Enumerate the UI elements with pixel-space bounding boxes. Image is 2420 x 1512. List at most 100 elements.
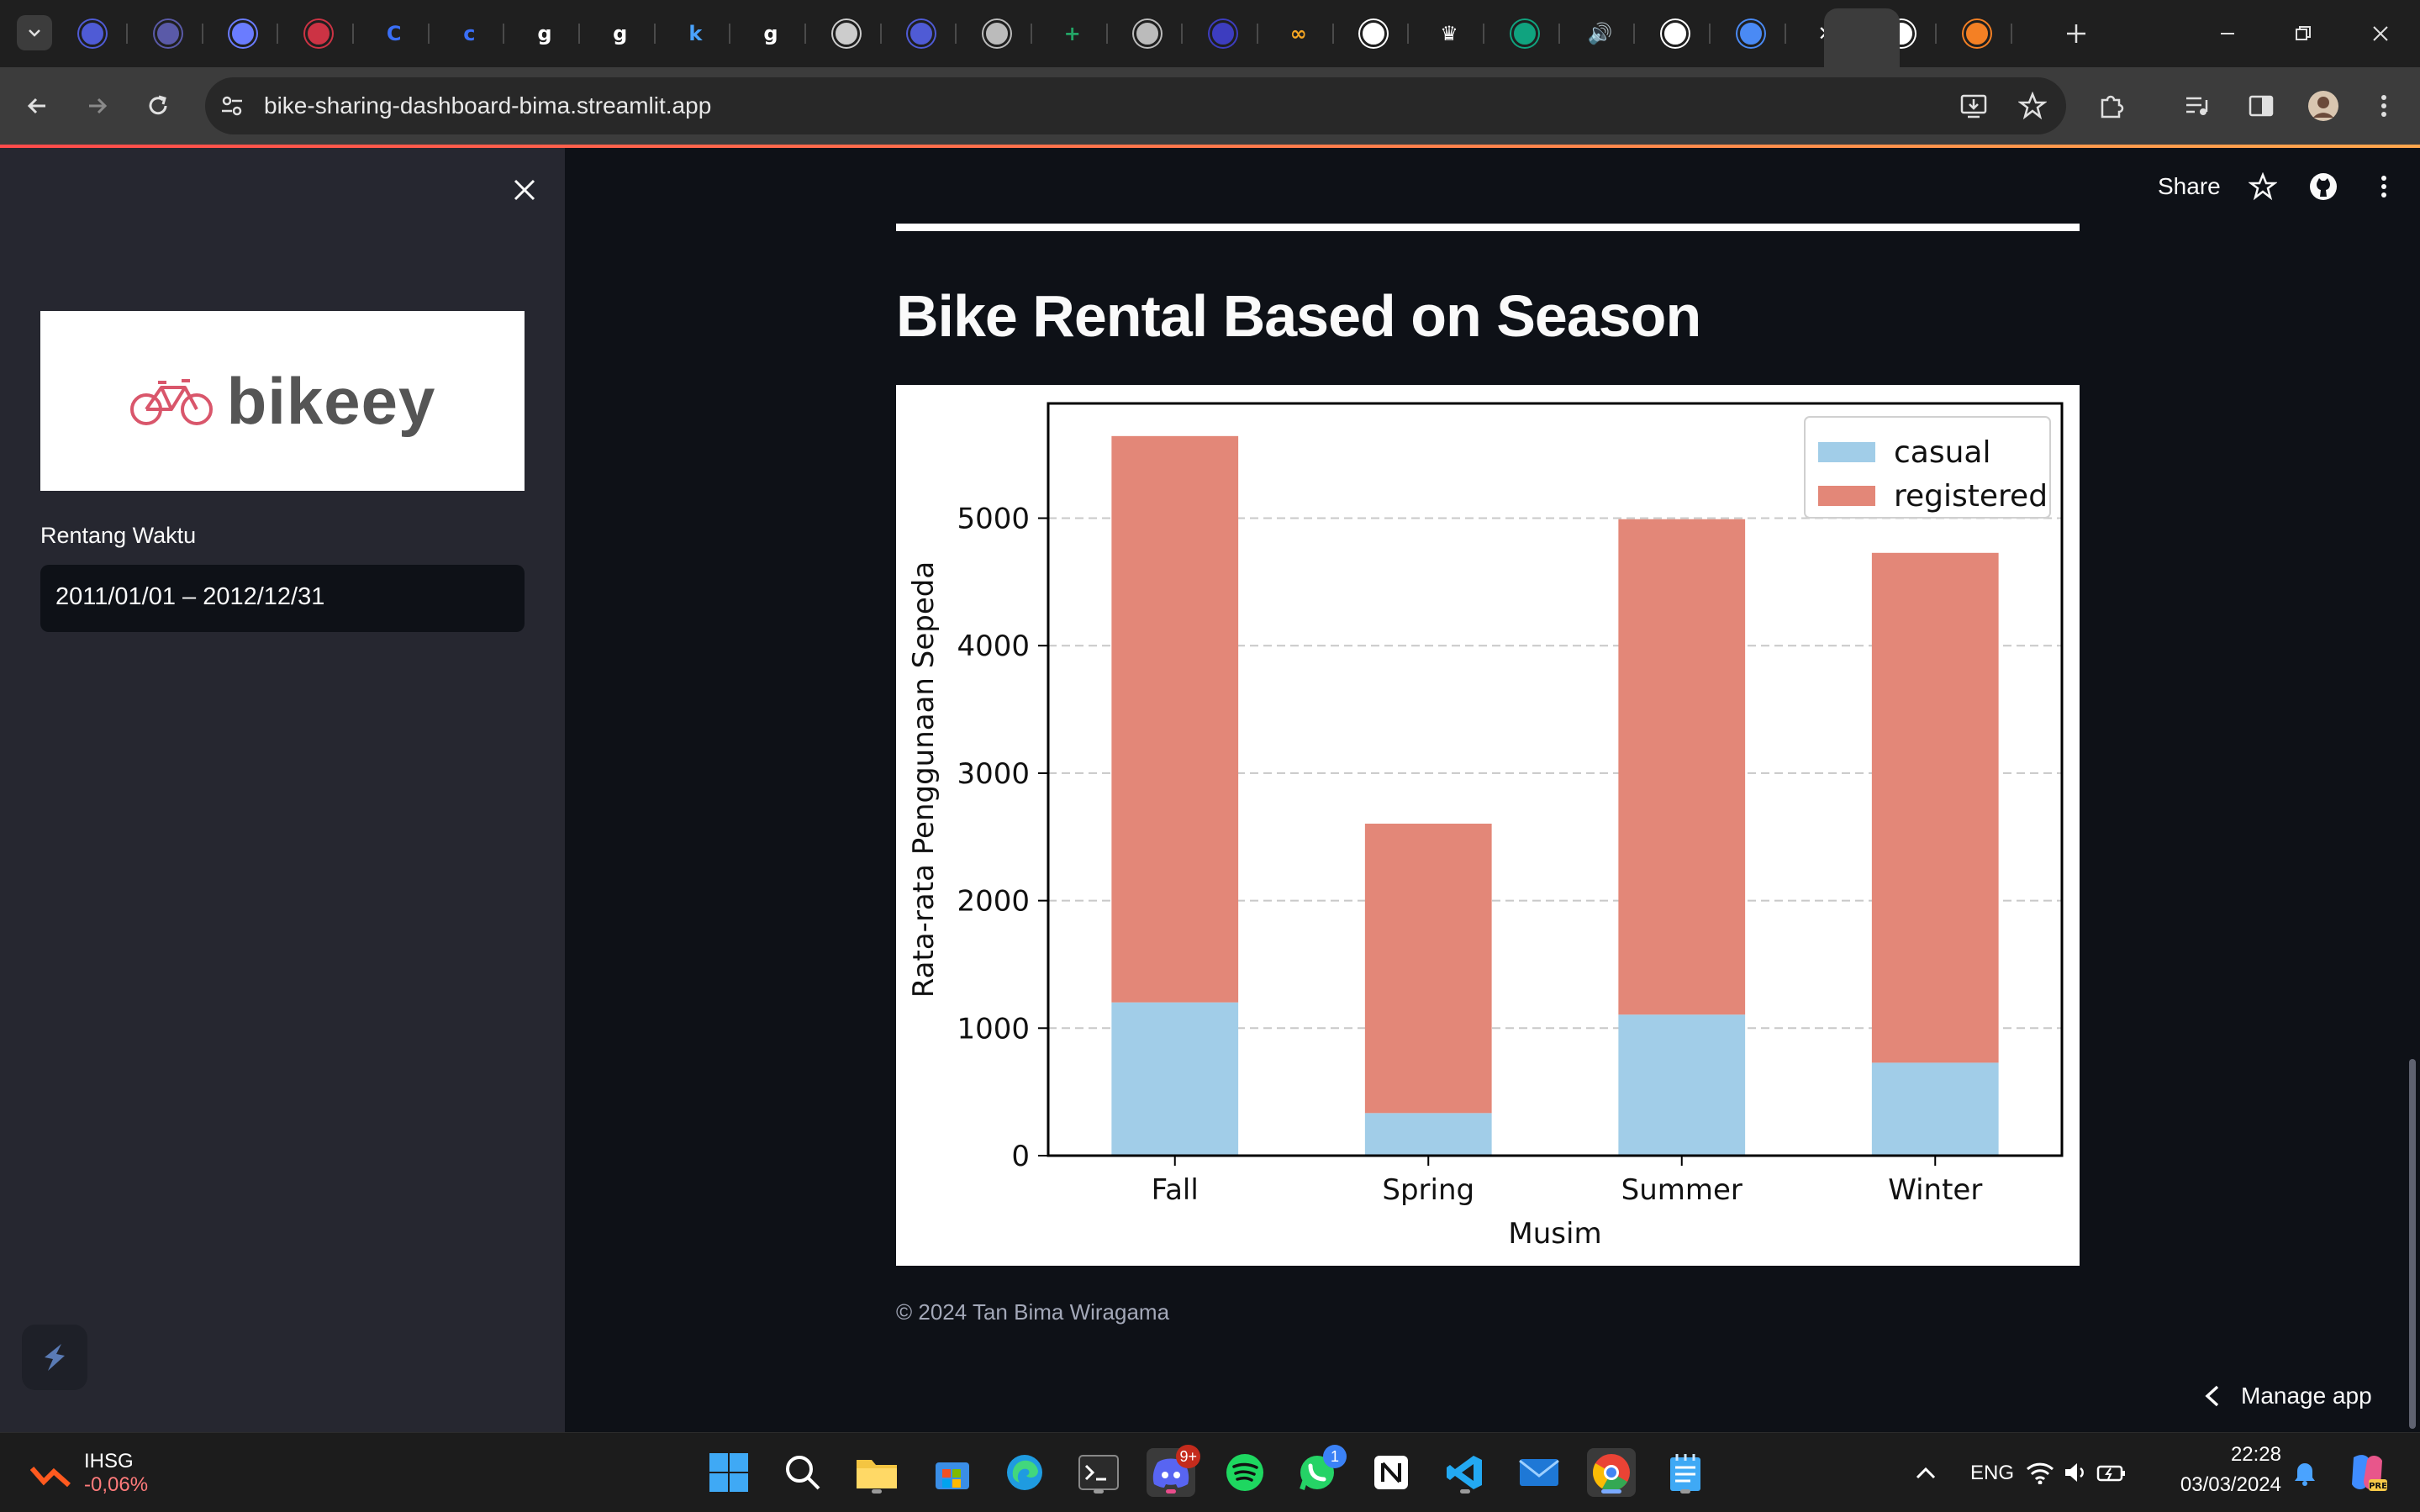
browser-tab[interactable]: g <box>605 18 635 49</box>
browser-tab[interactable] <box>1736 18 1766 49</box>
page-scrollbar[interactable] <box>2409 1059 2416 1429</box>
browser-tab[interactable] <box>906 18 936 49</box>
file-explorer-app[interactable] <box>852 1448 901 1497</box>
share-button[interactable]: Share <box>2158 173 2221 199</box>
start-button[interactable] <box>704 1448 753 1497</box>
notifications-button[interactable] <box>2285 1448 2325 1497</box>
sidebar-close-button[interactable] <box>504 170 545 210</box>
browser-tab[interactable]: + <box>1057 18 1088 49</box>
translate-icon <box>1737 20 1764 47</box>
install-icon <box>1960 94 1987 119</box>
browser-tab[interactable] <box>1510 18 1540 49</box>
browser-tab[interactable]: ♛ <box>1434 18 1464 49</box>
terminal-app[interactable] <box>1074 1448 1123 1497</box>
browser-tab[interactable]: c <box>454 18 484 49</box>
legend-swatch-registered <box>1818 486 1875 506</box>
browser-tab[interactable]: ∞ <box>1284 18 1314 49</box>
browser-tab[interactable] <box>77 18 108 49</box>
no-entry-icon <box>305 20 332 47</box>
battery-icon <box>2096 1465 2125 1482</box>
manage-app-button[interactable]: Manage app <box>2202 1375 2404 1417</box>
browser-tab[interactable] <box>1132 18 1163 49</box>
active-tab[interactable] <box>1824 8 1900 67</box>
side-panel-button[interactable] <box>2241 86 2281 126</box>
bookmark-button[interactable] <box>2012 86 2053 126</box>
browser-tab[interactable] <box>1358 18 1389 49</box>
favorite-app-button[interactable] <box>2243 166 2283 207</box>
browser-tab[interactable] <box>1660 18 1690 49</box>
address-bar[interactable]: bike-sharing-dashboard-bima.streamlit.ap… <box>205 77 2066 134</box>
sidebar: bikeey Rentang Waktu 2011/01/01 – 2012/1… <box>0 148 565 1432</box>
notepad-app[interactable] <box>1661 1448 1710 1497</box>
minimize-button[interactable] <box>2211 17 2244 50</box>
github-source-button[interactable] <box>2303 166 2344 207</box>
browser-tab[interactable]: 🔊 <box>1584 18 1615 49</box>
letter-c-icon: C <box>386 22 402 45</box>
avatar-icon <box>2308 91 2338 121</box>
media-control-button[interactable] <box>2177 86 2217 126</box>
browser-tab[interactable] <box>228 18 258 49</box>
discord-app[interactable]: 9+ <box>1147 1445 1200 1497</box>
new-tab-button[interactable] <box>2061 18 2091 49</box>
browser-tab[interactable]: g <box>530 18 560 49</box>
spotify-icon <box>1226 1454 1263 1491</box>
browser-tab[interactable]: g <box>756 18 786 49</box>
browser-tab[interactable] <box>831 18 862 49</box>
tab-separator <box>1257 24 1259 44</box>
arrow-right-icon <box>89 97 108 114</box>
clock-time[interactable]: 22:28 <box>2230 1443 2281 1466</box>
spotify-app[interactable] <box>1221 1448 1269 1497</box>
plus-square-icon: + <box>1063 22 1081 45</box>
store-icon <box>936 1462 969 1489</box>
install-app-button[interactable] <box>1953 86 1994 126</box>
profile-avatar[interactable] <box>2303 86 2344 126</box>
browser-tab[interactable] <box>1208 18 1238 49</box>
quick-settings-button[interactable] <box>2026 1448 2127 1497</box>
chart-svg: Fall Spring Summer Winter 0 1000 2000 3000 4000 5… <box>907 402 2064 1251</box>
chevron-up-icon <box>1916 1467 1936 1479</box>
streamlit-logo-icon[interactable] <box>22 1325 87 1390</box>
tray-overflow-button[interactable] <box>1901 1448 1950 1497</box>
store-app[interactable] <box>928 1448 977 1497</box>
browser-tab[interactable]: k <box>680 18 710 49</box>
browser-tab[interactable] <box>303 18 334 49</box>
browser-tab[interactable] <box>153 18 183 49</box>
reload-button[interactable] <box>138 86 178 126</box>
search-button[interactable] <box>778 1448 827 1497</box>
vscode-app[interactable] <box>1441 1448 1489 1497</box>
extensions-button[interactable] <box>2091 86 2132 126</box>
edge-app[interactable] <box>1000 1448 1049 1497</box>
bar-casual <box>1871 1062 1999 1156</box>
browser-tab[interactable]: C <box>379 18 409 49</box>
whatsapp-app[interactable]: 1 <box>1293 1445 1347 1497</box>
clock-date[interactable]: 03/03/2024 <box>2180 1473 2281 1496</box>
tab-separator <box>1709 24 1711 44</box>
restore-button[interactable] <box>2286 17 2320 50</box>
edge-icon <box>1007 1455 1042 1490</box>
site-settings-icon[interactable] <box>219 92 245 119</box>
browser-tab[interactable] <box>982 18 1012 49</box>
notion-app[interactable] <box>1367 1448 1416 1497</box>
tab-separator <box>1633 24 1636 44</box>
date-range-input[interactable]: 2011/01/01 – 2012/12/31 <box>40 565 525 632</box>
notion-icon <box>1374 1456 1408 1489</box>
forward-button[interactable] <box>77 86 118 126</box>
mail-app[interactable] <box>1515 1448 1563 1497</box>
language-indicator[interactable]: ENG <box>1970 1462 2015 1484</box>
browser-tab[interactable] <box>1962 18 1992 49</box>
stock-widget[interactable]: IHSG -0,06% <box>30 1450 148 1497</box>
tab-separator <box>352 24 354 44</box>
back-button[interactable] <box>17 86 57 126</box>
season-chart: Fall Spring Summer Winter 0 1000 2000 3000 4000 5… <box>896 385 2080 1266</box>
y-tick-label: 3000 <box>957 757 1030 791</box>
tab-search-button[interactable] <box>17 15 52 50</box>
browser-menu-button[interactable] <box>2364 86 2404 126</box>
running-indicator <box>1601 1489 1621 1494</box>
stock-change: -0,06% <box>84 1473 149 1496</box>
close-window-button[interactable] <box>2364 17 2397 50</box>
copilot-button[interactable]: PRE <box>2342 1448 2392 1497</box>
minimize-icon <box>2221 33 2234 34</box>
letter-g-icon: g <box>537 22 552 45</box>
app-menu-button[interactable] <box>2364 166 2404 207</box>
chrome-app[interactable] <box>1587 1448 1636 1497</box>
